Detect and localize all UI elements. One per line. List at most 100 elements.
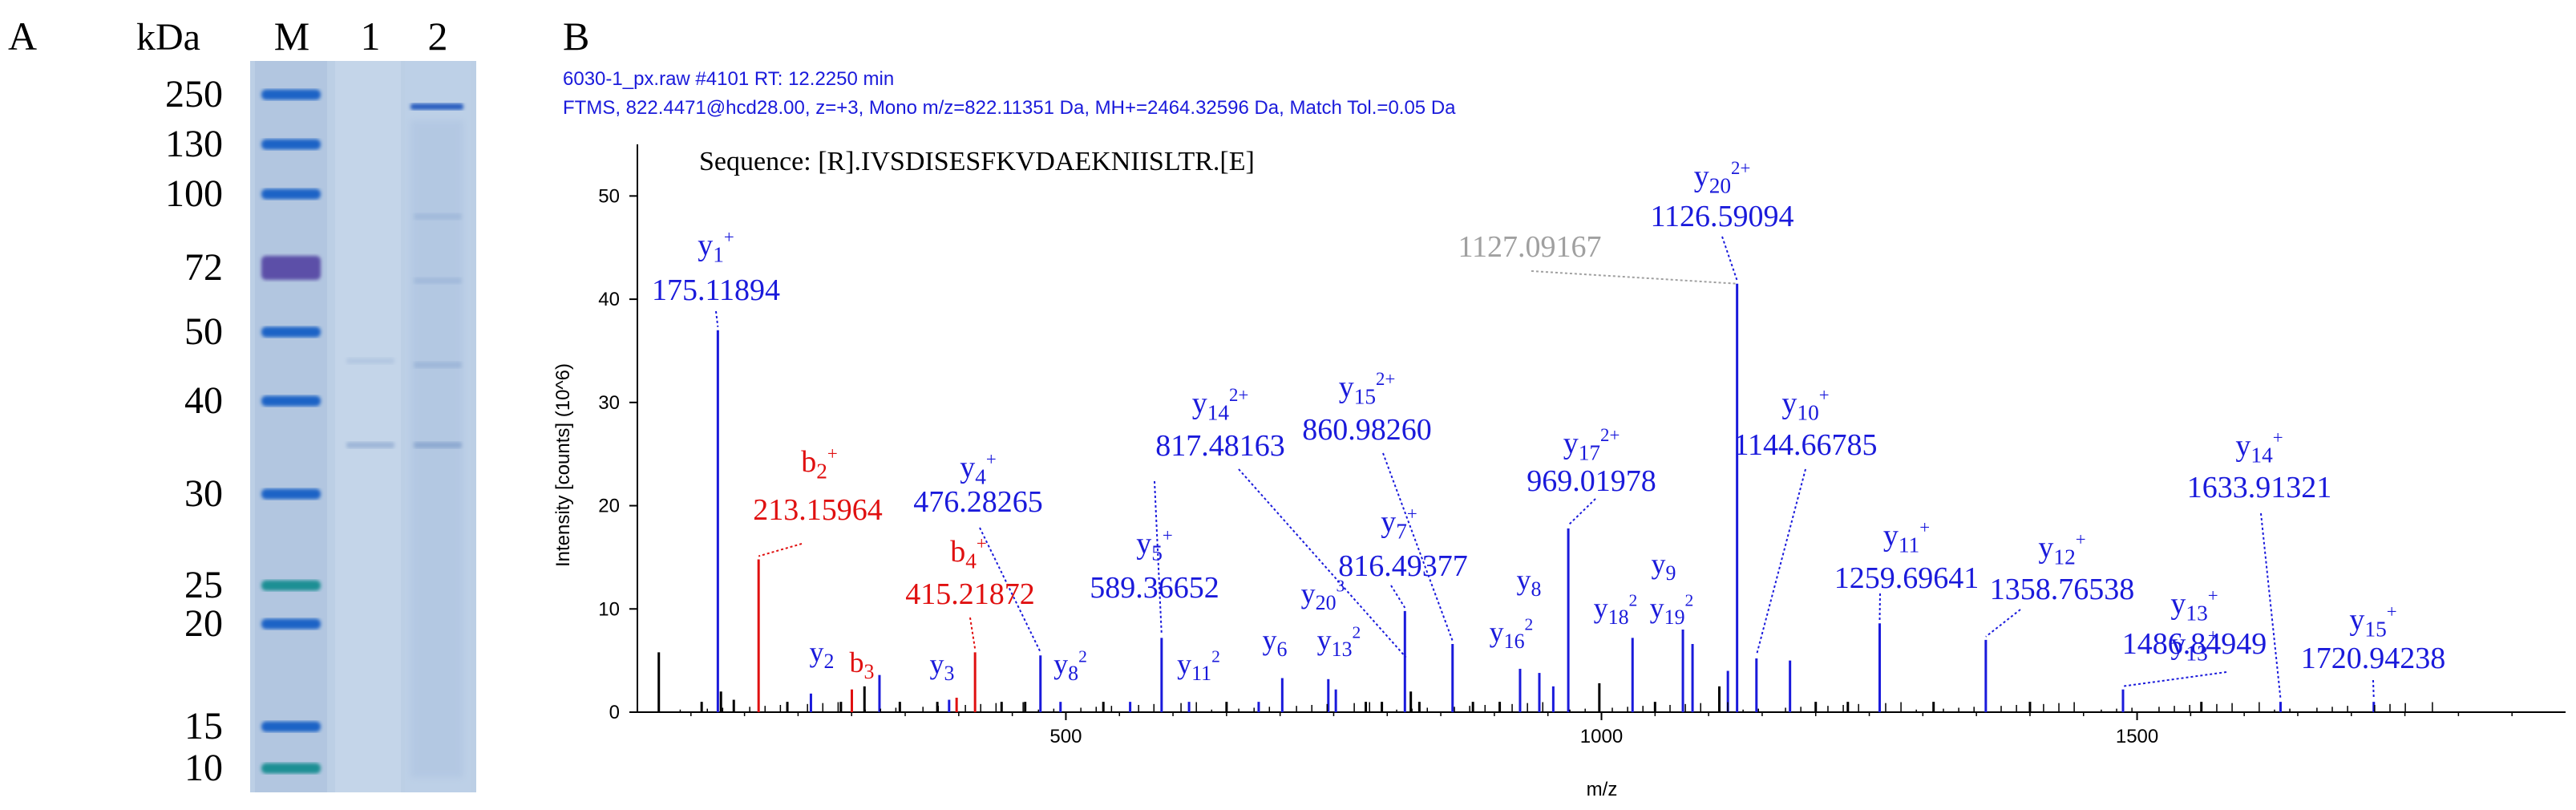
marker-label-10: 10 <box>184 747 223 789</box>
y10-ion-label: y10+ <box>1781 385 1829 425</box>
b4-ion-label: b4+ <box>950 533 987 573</box>
y9-ion-label: y9 <box>1652 548 1676 585</box>
y20-ion-label: y202+ <box>1694 158 1751 198</box>
lane-label-m: M <box>274 14 309 59</box>
leader-line <box>1755 468 1806 656</box>
scan-header-line-1: 6030-1_px.raw #4101 RT: 12.2250 min <box>563 68 894 90</box>
panel-a-letter: A <box>8 14 37 59</box>
x-tick-label: 1000 <box>1580 726 1623 747</box>
marker-band-30 <box>261 488 321 500</box>
lane-labels: M 1 2 <box>274 14 448 59</box>
leader-line <box>1721 236 1738 281</box>
y14-ion-label: y14+ <box>2235 427 2283 468</box>
y15-ion-label: y152+ <box>1339 369 1396 409</box>
marker-label-100: 100 <box>165 172 223 215</box>
leader-line <box>758 543 803 557</box>
lane-label-1: 1 <box>361 14 381 59</box>
marker-label-15: 15 <box>184 705 223 747</box>
mz-label: 476.28265 <box>913 485 1043 519</box>
leader-line <box>1878 593 1881 621</box>
y4-ion-label: y4+ <box>960 449 997 489</box>
marker-label-50: 50 <box>184 310 223 353</box>
y12-ion-label: y12+ <box>2038 529 2085 569</box>
x-tick-label: 500 <box>1049 726 1082 747</box>
b2-ion-label: b2+ <box>801 443 838 484</box>
x-tick-label: 1500 <box>2116 726 2158 747</box>
faint-band <box>346 358 394 364</box>
mz-label: 213.15964 <box>753 493 883 527</box>
mz-label: 1633.91321 <box>2187 471 2332 504</box>
y8-ion-label: y82 <box>1053 647 1087 685</box>
mz-label: 1259.69641 <box>1834 561 1980 595</box>
y-tick-label: 0 <box>609 702 620 723</box>
leader-line <box>715 310 719 327</box>
marker-band-250 <box>261 89 321 100</box>
y13-ion-label: y13+ <box>2170 585 2218 626</box>
mz-label: 1144.66785 <box>1733 428 1877 462</box>
y19-ion-label: y192 <box>1650 591 1694 629</box>
faint-band <box>346 442 394 448</box>
mz-label: 589.36652 <box>1090 571 1219 605</box>
peptide-sequence: Sequence: [R].IVSDISESFKVDAEKNIISLTR.[E] <box>699 147 1255 176</box>
leader-line <box>2122 671 2227 687</box>
gel-lane-marker <box>255 61 327 792</box>
mz-label: 175.11894 <box>652 273 780 307</box>
mz-label: 1126.59094 <box>1650 200 1793 233</box>
marker-label-40: 40 <box>184 379 223 422</box>
marker-band-15 <box>261 721 321 732</box>
leader-line <box>969 617 977 650</box>
y-tick-label: 50 <box>598 185 620 207</box>
y-tick-label: 40 <box>598 289 620 310</box>
leader-line <box>2372 679 2375 699</box>
y14-ion-label: y142+ <box>1192 385 1249 425</box>
leader-line <box>1390 585 1406 609</box>
marker-label-20: 20 <box>184 602 223 645</box>
marker-band-130 <box>261 139 321 150</box>
marker-label-72: 72 <box>184 246 223 289</box>
leader-line <box>1238 468 1407 658</box>
y-axis-label: Intensity [counts] (10^6) <box>552 363 574 567</box>
y-tick-label: 20 <box>598 496 620 517</box>
marker-band-100 <box>261 188 321 200</box>
kda-unit-label: kDa <box>136 16 200 59</box>
y20-ion-label: y203 <box>1301 577 1345 614</box>
marker-label-25: 25 <box>184 564 223 606</box>
y1-ion-label: y1+ <box>698 227 734 267</box>
y8-ion-label: y8 <box>1517 564 1542 601</box>
marker-band-25 <box>261 580 321 591</box>
marker-band-20 <box>261 618 321 630</box>
y18-ion-label: y182 <box>1594 591 1638 629</box>
y-tick-label: 10 <box>598 598 620 620</box>
y7-ion-label: y7+ <box>1381 504 1417 544</box>
leader-line <box>979 527 1041 653</box>
ion-labels: y1+ 175.11894 b2+ 213.15964 y4+476.28265 b4+ 4… <box>652 158 2445 685</box>
lane-2-smear <box>410 120 463 778</box>
panel-b-letter: B <box>563 14 589 59</box>
leader-line <box>2260 512 2282 699</box>
mz-label: 415.21872 <box>905 577 1035 611</box>
mz-label: 1358.76538 <box>1990 573 2135 606</box>
spectrum-peaks <box>657 283 2433 712</box>
y13-ion-label: y13+ <box>2170 626 2218 666</box>
leader-line <box>1531 270 1738 285</box>
y16-ion-label: y162 <box>1490 615 1534 653</box>
gel-lane-1 <box>335 61 401 792</box>
leader-line <box>1567 498 1596 526</box>
marker-band-10 <box>261 763 321 774</box>
marker-label-30: 30 <box>184 472 223 515</box>
y3-ion-label: y3 <box>930 648 955 685</box>
y2-ion-label: y2 <box>810 636 835 673</box>
leader-line <box>1154 480 1163 635</box>
mz-label: 969.01978 <box>1527 464 1656 498</box>
panel-b: B 6030-1_px.raw #4101 RT: 12.2250 min FT… <box>552 14 2566 800</box>
marker-label-250: 250 <box>165 73 223 115</box>
b3-ion-label: b3 <box>850 646 875 683</box>
spectrum-axes: 0 10 20 30 40 50 500 1000 1500 <box>598 144 2566 747</box>
scan-header-line-2: FTMS, 822.4471@hcd28.00, z=+3, Mono m/z=… <box>563 97 1456 119</box>
mz-label: 1720.94238 <box>2301 642 2446 675</box>
y17-ion-label: y172+ <box>1563 425 1620 465</box>
y11-ion-label: y112 <box>1177 647 1220 685</box>
sample-band-lane-2-250 <box>410 103 463 110</box>
